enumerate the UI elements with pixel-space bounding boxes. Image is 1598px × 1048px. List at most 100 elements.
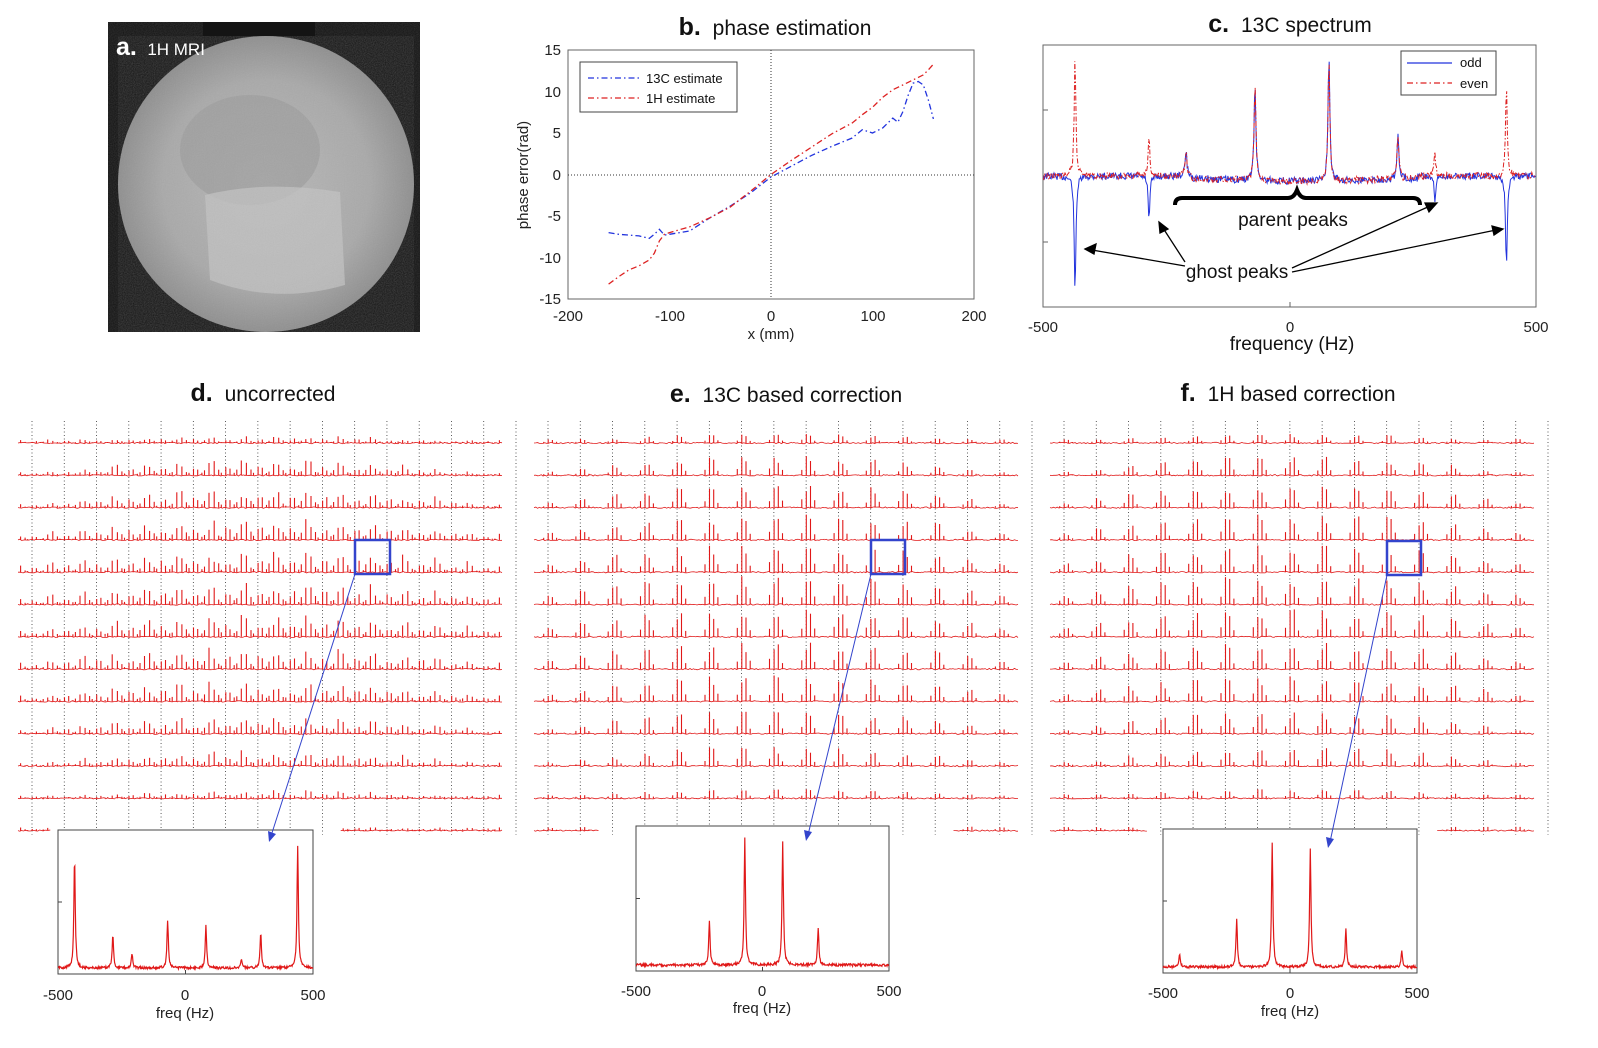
panel-b-legend: 13C estimate 1H estimate [579,61,738,113]
grid-voxel-baseline [179,700,212,703]
panel-c-xlabel: frequency (Hz) [1230,334,1355,355]
grid-voxel-baseline [921,603,954,606]
grid-voxel-baseline [630,538,664,542]
panel-e-inset-xtick: -500 [621,983,651,1000]
ghost-arrow [1291,205,1431,269]
panel-f-inset-axes [1162,828,1418,974]
grid-voxel-baseline [663,506,696,509]
grid-voxel-baseline [275,764,309,768]
grid-voxel-baseline [405,506,438,509]
grid-voxel-baseline [1082,635,1115,638]
grid-voxel-baseline [1211,571,1244,574]
grid-voxel-baseline [50,442,83,445]
panel-f-inset-xtick: 500 [1404,985,1429,1002]
grid-voxel-baseline [695,764,728,768]
panel-c-xtick: 0 [1286,319,1294,336]
grid-voxel-baseline [211,506,244,509]
grid-voxel-baseline [243,538,277,542]
grid-voxel-baseline [856,765,889,767]
grid-voxel-baseline [405,603,438,606]
grid-voxel-baseline [243,732,277,735]
panel-b-series [608,63,935,285]
grid-voxel-baseline [1469,538,1502,541]
grid-voxel-baseline [82,700,115,703]
panel-b-xtick: 200 [961,308,986,325]
grid-voxel-baseline [921,538,954,541]
grid-voxel-baseline [1050,668,1083,671]
grid-voxel-baseline [985,732,1019,735]
grid-voxel-baseline [663,441,696,445]
grid-voxel-baseline [663,603,696,606]
grid-voxel-baseline [856,603,889,606]
grid-voxel-baseline [1275,603,1309,606]
grid-voxel-baseline [405,538,438,541]
grid-voxel-baseline [1082,603,1115,606]
grid-voxel-baseline [953,538,986,542]
grid-voxel-baseline [1211,441,1244,445]
grid-voxel-baseline [1275,538,1309,542]
grid-voxel-baseline [340,571,374,574]
grid-voxel-baseline [405,635,438,638]
grid-voxel-baseline [727,603,761,606]
grid-voxel-baseline [372,829,406,832]
grid-voxel-baseline [211,441,244,445]
panel-e-title: e. 13C based correction [670,380,902,408]
grid-voxel-baseline [469,538,503,541]
grid-voxel-baseline [1501,829,1535,832]
grid-voxel-baseline [630,700,664,703]
grid-voxel-baseline [114,635,148,638]
grid-voxel-baseline [727,571,761,574]
panel-b-legend-box [579,61,738,113]
panel-b-xtick: -200 [553,308,583,325]
grid-voxel-baseline [1114,668,1147,671]
panel-c: c. 13C spectrum -500 0 500 frequency (Hz… [1028,10,1549,355]
ghost-arrow [1162,227,1186,263]
grid-voxel-baseline [437,635,470,638]
grid-voxel-baseline [533,764,567,768]
panel-f-zoom-arrow [1329,574,1388,843]
grid-voxel-baseline [275,474,309,477]
grid-voxel-baseline [1243,635,1277,638]
grid-voxel-baseline [759,474,793,477]
grid-voxel-baseline [1049,506,1083,509]
grid-voxel-baseline [1469,603,1502,606]
grid-voxel-baseline [630,442,664,445]
grid-voxel-baseline [211,635,245,638]
grid-voxel-baseline [921,442,954,445]
grid-voxel-baseline [759,603,793,606]
grid-voxel-baseline [695,700,728,703]
grid-voxel-baseline [566,667,599,671]
parent-peaks-label: parent peaks [1238,210,1348,231]
mri-phantom-notch [203,22,315,36]
grid-voxel-baseline [824,538,857,541]
grid-voxel-baseline [791,474,825,477]
grid-voxel-baseline [791,603,825,606]
grid-voxel-baseline [1469,732,1502,735]
grid-voxel-baseline [985,829,1018,832]
grid-voxel-baseline [1340,764,1373,768]
grid-voxel-baseline [1243,603,1276,606]
grid-voxel-baseline [50,797,83,800]
grid-voxel-baseline [1404,474,1438,477]
grid-voxel-baseline [985,667,1019,671]
grid-voxel-baseline [1114,538,1147,541]
grid-voxel-baseline [598,732,631,735]
grid-voxel-baseline [695,474,728,477]
grid-voxel-baseline [1179,797,1212,800]
grid-voxel-baseline [1469,797,1502,800]
grid-voxel-baseline [179,474,212,477]
grid-voxel-baseline [791,441,825,445]
grid-voxel-baseline [50,538,83,541]
grid-voxel-baseline [405,474,438,477]
grid-voxel-baseline [1146,441,1180,445]
grid-voxel-baseline [340,732,374,735]
grid-voxel-baseline [953,668,986,670]
grid-voxel-baseline [695,635,728,638]
panel-b-ytick: -10 [539,250,561,267]
grid-voxel-baseline [211,797,244,800]
panel-c-legend-box [1400,50,1497,96]
grid-voxel-baseline [953,764,986,768]
panel-f-inset-spectrum [1162,842,1418,973]
grid-voxel-baseline [1179,667,1212,671]
